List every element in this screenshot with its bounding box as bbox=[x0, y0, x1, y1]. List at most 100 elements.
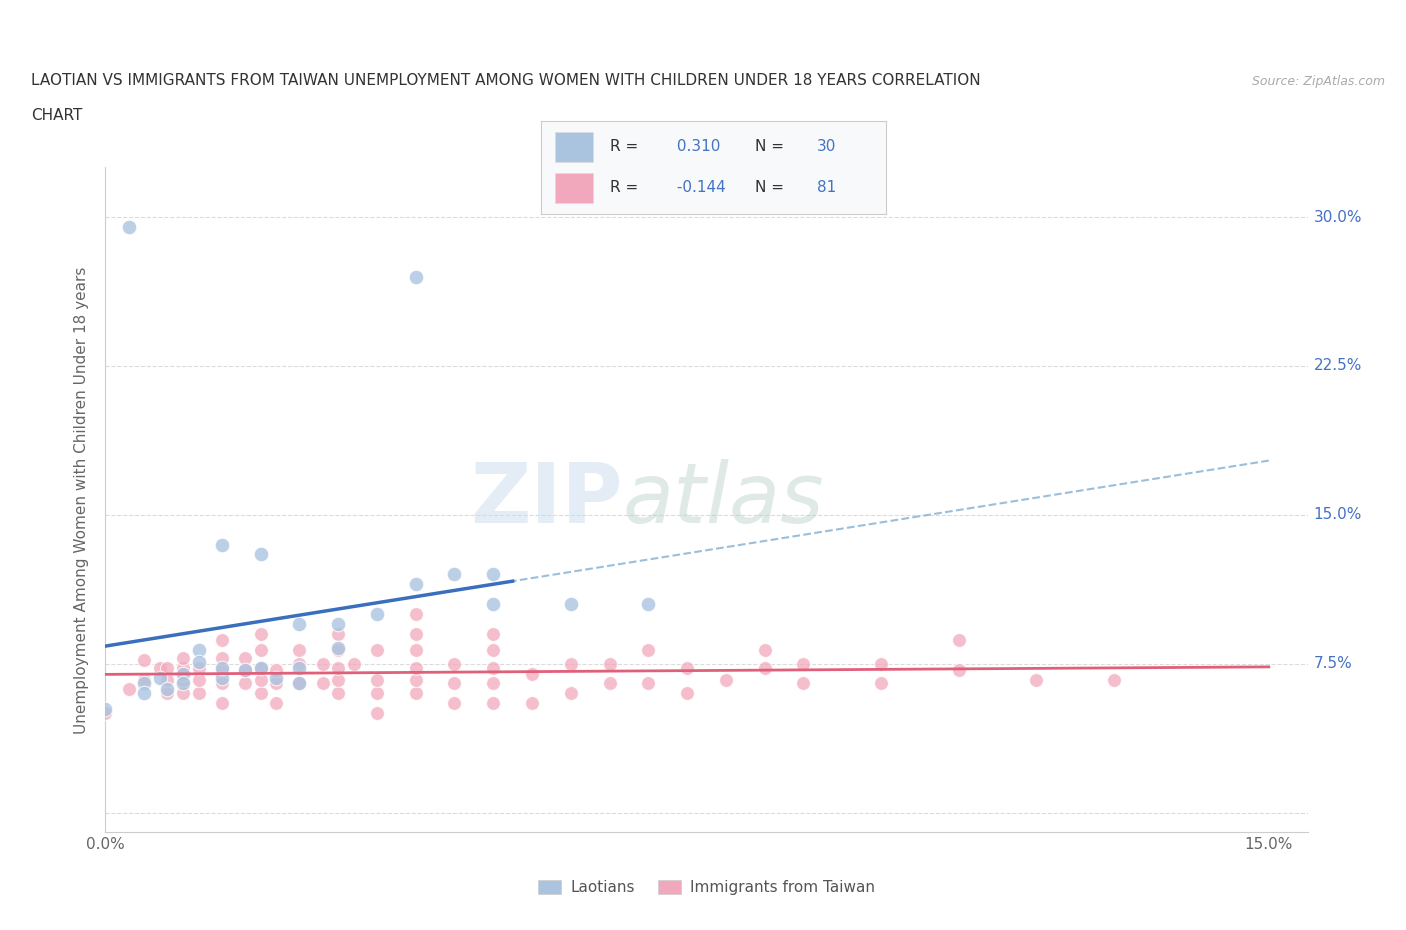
Text: LAOTIAN VS IMMIGRANTS FROM TAIWAN UNEMPLOYMENT AMONG WOMEN WITH CHILDREN UNDER 1: LAOTIAN VS IMMIGRANTS FROM TAIWAN UNEMPL… bbox=[31, 73, 980, 88]
Point bbox=[676, 660, 699, 675]
Point bbox=[172, 686, 194, 701]
Text: 15.0%: 15.0% bbox=[1313, 507, 1362, 523]
Point bbox=[326, 643, 349, 658]
Point bbox=[482, 627, 505, 642]
Point bbox=[1102, 672, 1125, 687]
Point bbox=[187, 672, 209, 687]
Point bbox=[172, 672, 194, 687]
Text: Source: ZipAtlas.com: Source: ZipAtlas.com bbox=[1251, 75, 1385, 88]
Point bbox=[264, 662, 287, 677]
Point bbox=[233, 662, 256, 677]
Point bbox=[118, 682, 141, 697]
Point bbox=[172, 660, 194, 675]
Point bbox=[249, 686, 271, 701]
Point bbox=[134, 686, 156, 701]
Point bbox=[326, 641, 349, 656]
Point bbox=[187, 660, 209, 675]
Text: R =: R = bbox=[610, 140, 644, 154]
Point bbox=[172, 676, 194, 691]
Point bbox=[676, 686, 699, 701]
Point bbox=[754, 643, 776, 658]
Text: 22.5%: 22.5% bbox=[1313, 358, 1362, 373]
Point bbox=[311, 676, 333, 691]
Point bbox=[870, 657, 893, 671]
Point bbox=[187, 643, 209, 658]
Point bbox=[366, 672, 388, 687]
Point bbox=[792, 676, 814, 691]
Text: 81: 81 bbox=[817, 180, 837, 195]
Text: 30: 30 bbox=[817, 140, 837, 154]
Point bbox=[156, 660, 179, 675]
Point bbox=[443, 567, 465, 582]
Point bbox=[288, 617, 311, 631]
Point bbox=[482, 660, 505, 675]
Point bbox=[172, 666, 194, 681]
Point bbox=[326, 617, 349, 631]
Point bbox=[249, 672, 271, 687]
Point bbox=[156, 672, 179, 687]
Point bbox=[1025, 672, 1047, 687]
Point bbox=[264, 671, 287, 685]
Point bbox=[149, 660, 172, 675]
Point bbox=[443, 657, 465, 671]
Point bbox=[211, 696, 233, 711]
Point bbox=[211, 538, 233, 552]
Point bbox=[118, 219, 141, 234]
Text: R =: R = bbox=[610, 180, 644, 195]
Point bbox=[249, 643, 271, 658]
Point bbox=[599, 657, 621, 671]
Point bbox=[233, 662, 256, 677]
Point bbox=[637, 643, 659, 658]
Point bbox=[211, 671, 233, 685]
Point bbox=[264, 676, 287, 691]
Point bbox=[366, 606, 388, 621]
Point bbox=[343, 657, 366, 671]
Text: 0.310: 0.310 bbox=[672, 140, 721, 154]
Point bbox=[233, 650, 256, 665]
Point bbox=[443, 696, 465, 711]
Point bbox=[405, 627, 427, 642]
Text: N =: N = bbox=[755, 180, 789, 195]
Point bbox=[443, 676, 465, 691]
Point bbox=[134, 672, 156, 687]
Point bbox=[172, 650, 194, 665]
Point bbox=[637, 676, 659, 691]
Point bbox=[211, 650, 233, 665]
Point bbox=[520, 666, 543, 681]
Point bbox=[156, 682, 179, 697]
Point bbox=[482, 567, 505, 582]
Point bbox=[948, 662, 970, 677]
Point bbox=[149, 671, 172, 685]
Point bbox=[482, 676, 505, 691]
Point bbox=[288, 657, 311, 671]
Point bbox=[134, 652, 156, 667]
Point bbox=[264, 696, 287, 711]
Point bbox=[288, 643, 311, 658]
Text: ZIP: ZIP bbox=[470, 459, 623, 540]
Text: atlas: atlas bbox=[623, 459, 824, 540]
Point bbox=[233, 676, 256, 691]
Point bbox=[366, 686, 388, 701]
Point bbox=[311, 657, 333, 671]
Point bbox=[134, 676, 156, 691]
Text: 30.0%: 30.0% bbox=[1313, 209, 1362, 224]
Text: N =: N = bbox=[755, 140, 789, 154]
Point bbox=[792, 657, 814, 671]
Point bbox=[288, 676, 311, 691]
Point bbox=[870, 676, 893, 691]
Legend: Laotians, Immigrants from Taiwan: Laotians, Immigrants from Taiwan bbox=[531, 874, 882, 901]
Point bbox=[405, 686, 427, 701]
Point bbox=[326, 672, 349, 687]
Point bbox=[405, 672, 427, 687]
Point bbox=[94, 706, 117, 721]
Point bbox=[249, 660, 271, 675]
Point bbox=[599, 676, 621, 691]
Point bbox=[637, 597, 659, 612]
Point bbox=[405, 577, 427, 591]
Point bbox=[405, 660, 427, 675]
Point bbox=[211, 676, 233, 691]
Point bbox=[482, 643, 505, 658]
Point bbox=[211, 662, 233, 677]
Bar bbox=[555, 173, 593, 203]
Point bbox=[187, 686, 209, 701]
